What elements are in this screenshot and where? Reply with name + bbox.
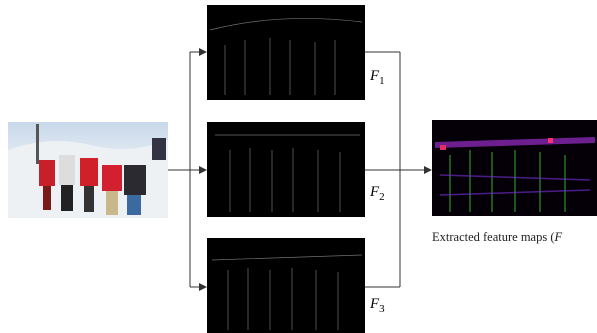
- feature-map-1: [207, 5, 365, 100]
- output-feature-map: [432, 120, 597, 216]
- map-label: F2: [369, 184, 385, 203]
- map-subscript: 1: [379, 75, 385, 87]
- caption-symbol: F: [554, 230, 563, 244]
- feature-map-2: [207, 122, 365, 217]
- diagram: F1 F2 F3 Extracted feature maps (F: [0, 0, 597, 333]
- input-image: [8, 122, 168, 218]
- feature-map-3: [207, 238, 365, 333]
- map-label: F3: [369, 296, 385, 315]
- map-label: F1: [369, 68, 385, 87]
- map-subscript: 3: [379, 303, 385, 315]
- map-subscript: 2: [379, 191, 385, 203]
- caption: Extracted feature maps (F: [432, 230, 563, 244]
- caption-text: Extracted feature maps (: [432, 230, 555, 244]
